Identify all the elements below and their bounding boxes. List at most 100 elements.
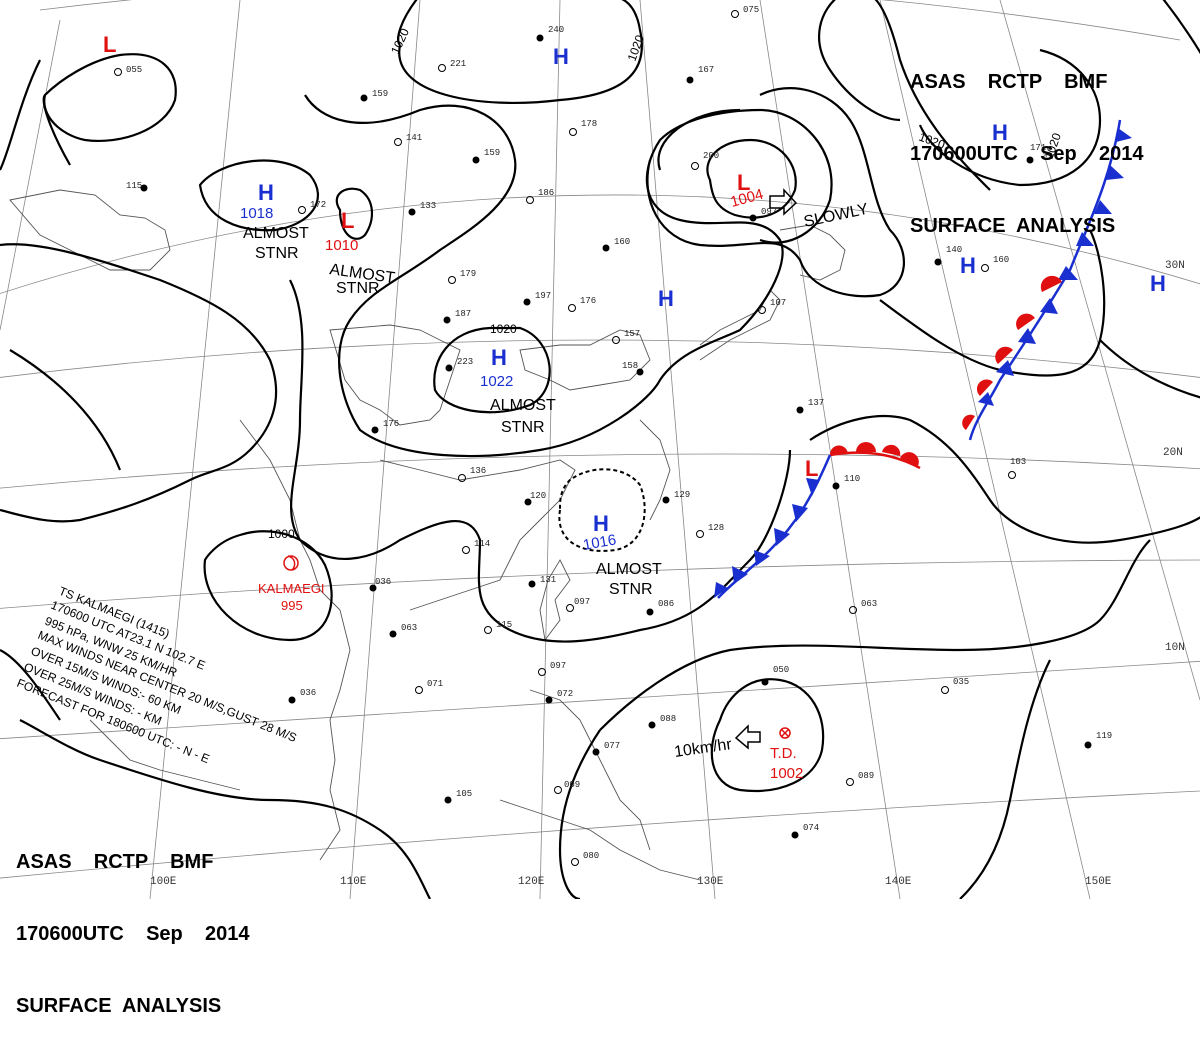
station-dot: 160 [981,255,1009,272]
station-value: 035 [953,677,969,687]
station-value: 172 [310,200,326,210]
station-dot: 167 [686,65,714,84]
station-value: 197 [535,291,551,301]
note-stnr-west: STNR [255,245,299,262]
isobars [0,0,1200,899]
station-value: 128 [708,523,724,533]
station-value: 119 [1096,731,1112,741]
station-dot: 176 [371,419,399,434]
station-value: 176 [383,419,399,429]
station-value: 114 [474,539,490,549]
lat-label-10n: 10N [1165,642,1185,654]
station-dot: 103 [1008,457,1026,479]
storm-info: TS KALMAEGI (1415) 170600 UTC AT23.1 N 1… [15,584,299,766]
graticule-parallels [0,0,1200,879]
warm-front-east [962,275,1062,430]
isobar-label: 1020 [490,322,517,336]
station-dot: 107 [758,298,786,314]
station-value: 120 [530,491,546,501]
station-value: 240 [548,25,564,35]
station-value: 133 [420,201,436,211]
station-dot: 178 [569,119,597,136]
station-value: 178 [581,119,597,129]
lon-label-100e: 100E [150,876,177,888]
station-value: 075 [743,5,759,15]
station-value: 159 [484,148,500,158]
lat-label-20n: 20N [1163,447,1183,459]
low-center-front: L [805,456,818,481]
station-dot: 089 [846,771,874,786]
station-plots: 055 240 221 159 141 159 178 115 172 133 … [114,5,1112,866]
high-center-ne2: H [960,253,976,278]
station-value: 036 [375,577,391,587]
station-dot: 077 [592,741,620,756]
station-dot: 133 [408,201,436,216]
station-dot: 055 [114,65,142,76]
station-dot: 171 [1026,143,1046,164]
station-dot: 223 [445,357,473,372]
high-center-south: H [593,511,609,536]
cold-front-south [714,454,832,599]
station-value: 072 [557,689,573,699]
high-pressure-west: 1018 [240,205,273,222]
typhoon-name: KALMAEGI [258,581,324,596]
station-dot: 115 [126,181,148,192]
station-dot: 197 [523,291,551,306]
station-dot: 036 [369,577,391,592]
lat-label-30n: 30N [1165,260,1185,272]
high-center-north: H [553,44,569,69]
station-value: 200 [703,151,719,161]
station-dot: 120 [524,491,546,506]
station-value: 167 [698,65,714,75]
isobar-label: 1020 [388,26,412,56]
header-top-line3: SURFACE ANALYSIS [910,215,1116,237]
station-value: 077 [604,741,620,751]
station-value: 036 [300,688,316,698]
station-dot: 119 [1084,731,1112,749]
station-dot: 179 [448,269,476,284]
low-center-nw: L [103,32,116,57]
station-dot: 187 [443,309,471,324]
station-value: 074 [803,823,819,833]
header-bottom-line1: ASAS RCTP BMF [16,851,214,873]
header-top: ASAS RCTP BMF 170600UTC Sep 2014 SURFACE… [910,22,1143,262]
station-dot: 159 [360,89,388,102]
station-value: 089 [858,771,874,781]
station-value: 137 [808,398,824,408]
header-bottom-line3: SURFACE ANALYSIS [16,995,222,1017]
high-center-far-east: H [1150,271,1166,296]
station-dot: 105 [444,789,472,804]
motion-arrow-slowly [769,188,798,216]
station-value: 160 [614,237,630,247]
low-center-north: L [737,170,750,195]
station-dot: 172 [298,200,326,214]
station-dot: 160 [602,237,630,252]
high-center-ne: H [992,120,1008,145]
station-dot: 115 [484,620,512,634]
station-dot: 097 [566,597,590,612]
dashed-isobar [558,468,646,552]
station-value: 110 [844,474,860,484]
station-dot: 071 [415,679,443,694]
lon-label-110e: 110E [340,876,367,888]
station-value: 221 [450,59,466,69]
station-value: 157 [624,329,640,339]
station-value: 160 [993,255,1009,265]
station-dot: 080 [571,851,599,866]
station-value: 097 [574,597,590,607]
station-dot: 110 [832,474,860,490]
header-top-line2: 170600UTC Sep 2014 [910,143,1144,165]
header-bottom-line2: 170600UTC Sep 2014 [16,923,250,945]
station-value: 187 [455,309,471,319]
station-value: 107 [770,298,786,308]
station-value: 223 [457,357,473,367]
station-dot: 097 [749,207,777,222]
note-almost-high: ALMOST [490,397,556,414]
station-dot: 063 [389,623,417,638]
station-dot: 074 [791,823,819,839]
station-value: 141 [406,133,422,143]
station-dot: 009 [554,780,580,794]
station-dot: 131 [528,575,556,588]
station-dot: 159 [472,148,500,164]
typhoon-pressure: 995 [281,598,303,613]
